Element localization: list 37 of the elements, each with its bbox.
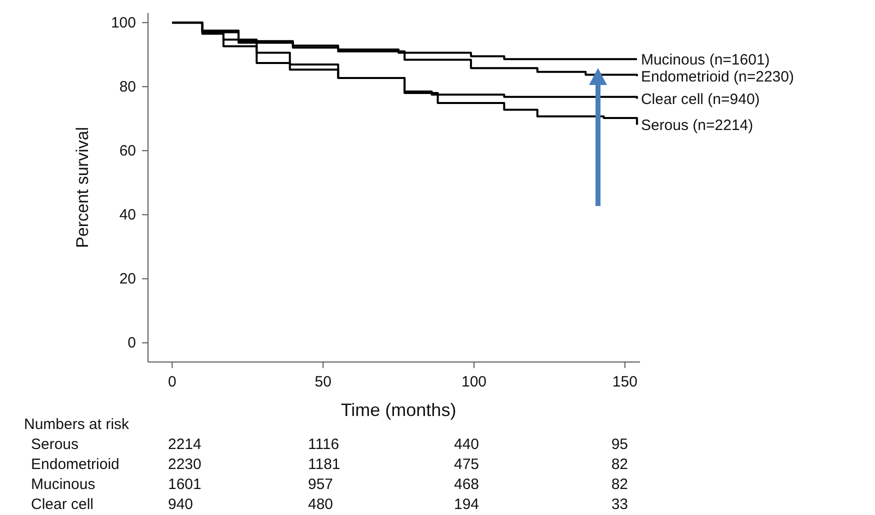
text: 957 [308,476,334,493]
text: 480 [308,496,334,513]
text: 194 [454,496,480,513]
text: Numbers at risk [24,416,130,433]
y-tick-label: 0 [128,334,136,352]
y-tick-label: 20 [119,270,136,288]
x-tick-label: 150 [612,374,638,391]
text: Endometrioid [31,456,120,473]
series-label: Serous (n=2214) [640,116,754,134]
text: 82 [611,476,628,493]
text: 1116 [308,436,340,453]
text: 940 [168,496,194,513]
y-tick-label: 100 [110,14,136,32]
text: 95 [611,436,628,453]
text: Serous [31,436,79,453]
text: 475 [454,456,480,473]
text: 1601 [168,476,202,493]
y-tick-label: 80 [119,78,136,96]
series-label: Mucinous (n=1601) [640,51,770,68]
x-tick-label: 100 [461,374,487,391]
x-tick-label: 0 [168,374,176,391]
text: Mucinous [31,476,96,493]
y-axis-title: Percent survival [73,127,92,248]
text: 2214 [168,436,202,453]
series-label: Clear cell (n=940) [640,91,760,108]
text: 82 [611,456,628,473]
text: 440 [454,436,480,453]
y-tick-label: 40 [119,206,136,224]
y-tick-label: 60 [119,142,136,160]
text: 33 [611,496,628,513]
text: Clear cell [31,496,94,513]
text: 1181 [308,456,340,473]
text: 2230 [168,456,202,473]
series-label: Endometrioid (n=2230) [640,68,794,86]
text: 468 [454,476,480,493]
x-axis-title: Time (months) [340,400,456,420]
x-tick-label: 50 [314,374,332,391]
